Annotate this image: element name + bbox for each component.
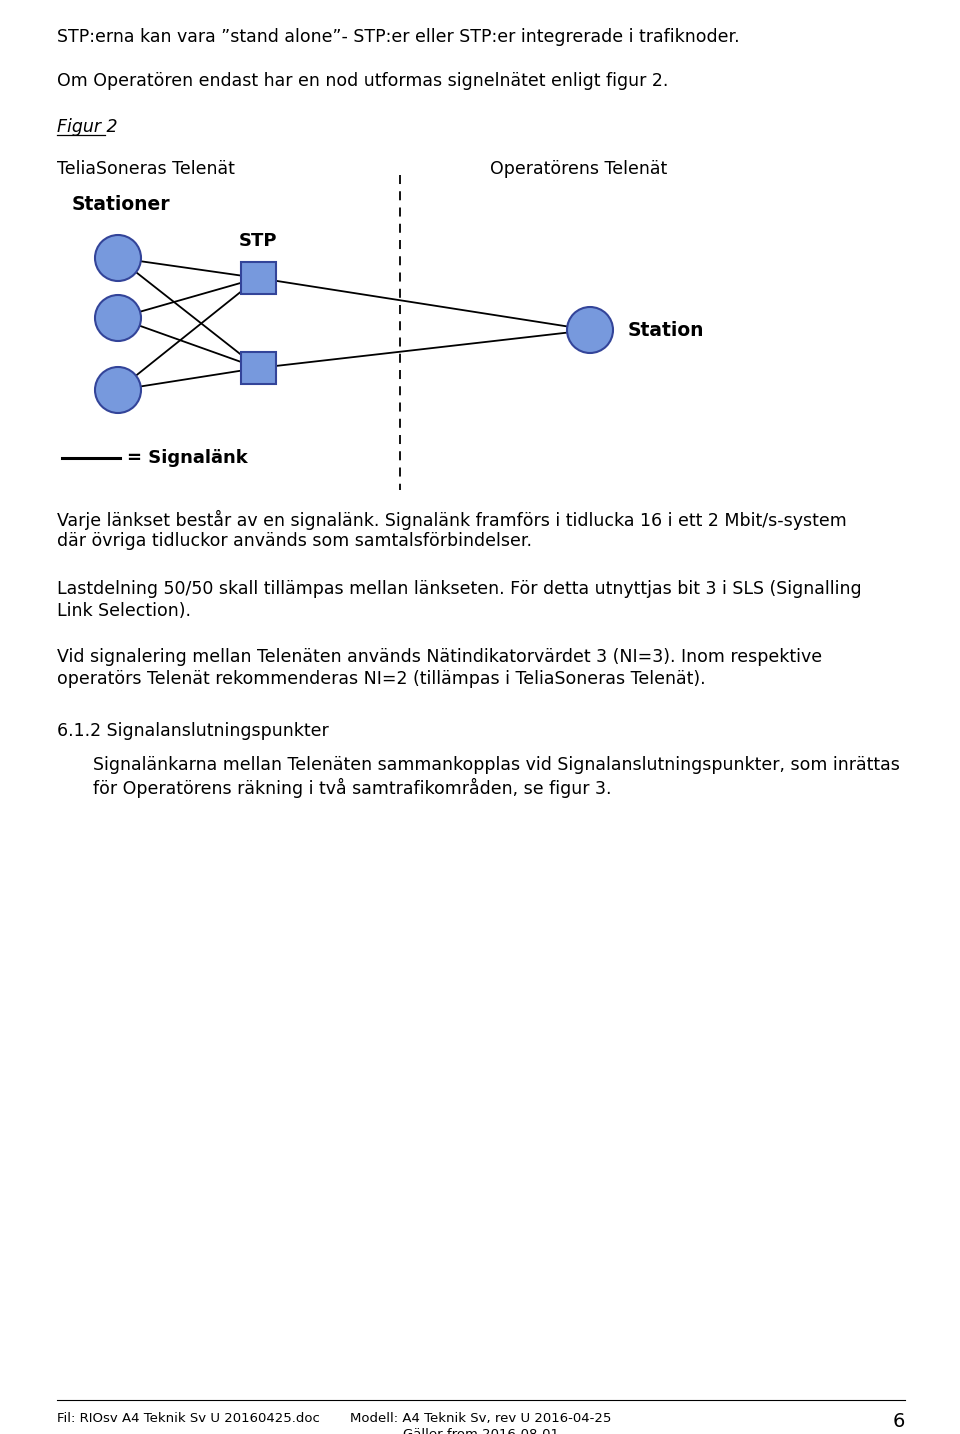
Text: Vid signalering mellan Telenäten används Nätindikatorvärdet 3 (NI=3). Inom respe: Vid signalering mellan Telenäten används… <box>57 648 822 665</box>
Circle shape <box>95 235 141 281</box>
Circle shape <box>95 295 141 341</box>
Text: STP:erna kan vara ”stand alone”- STP:er eller STP:er integrerade i trafiknoder.: STP:erna kan vara ”stand alone”- STP:er … <box>57 29 739 46</box>
Text: TeliaSoneras Telenät: TeliaSoneras Telenät <box>57 161 235 178</box>
Text: Gäller from 2016-08-01: Gäller from 2016-08-01 <box>403 1428 559 1434</box>
Text: = Signalänk: = Signalänk <box>127 449 248 467</box>
Text: STP: STP <box>239 232 277 250</box>
Text: Varje länkset består av en signalänk. Signalänk framförs i tidlucka 16 i ett 2 M: Varje länkset består av en signalänk. Si… <box>57 511 847 531</box>
Text: Fil: RIOsv A4 Teknik Sv U 20160425.doc: Fil: RIOsv A4 Teknik Sv U 20160425.doc <box>57 1412 320 1425</box>
Text: Operatörens Telenät: Operatörens Telenät <box>490 161 667 178</box>
Text: 6.1.2 Signalanslutningspunkter: 6.1.2 Signalanslutningspunkter <box>57 721 328 740</box>
Bar <box>241 351 276 384</box>
Text: Om Operatören endast har en nod utformas signelnätet enligt figur 2.: Om Operatören endast har en nod utformas… <box>57 72 668 90</box>
Text: Station: Station <box>628 321 705 340</box>
Bar <box>241 262 276 294</box>
Text: Lastdelning 50/50 skall tillämpas mellan länkseten. För detta utnyttjas bit 3 i : Lastdelning 50/50 skall tillämpas mellan… <box>57 579 862 598</box>
Text: 6: 6 <box>893 1412 905 1431</box>
Text: för Operatörens räkning i två samtrafikområden, se figur 3.: för Operatörens räkning i två samtrafiko… <box>93 779 612 799</box>
Text: operatörs Telenät rekommenderas NI=2 (tillämpas i TeliaSoneras Telenät).: operatörs Telenät rekommenderas NI=2 (ti… <box>57 670 706 688</box>
Text: Signalänkarna mellan Telenäten sammankopplas vid Signalanslutningspunkter, som i: Signalänkarna mellan Telenäten sammankop… <box>93 756 900 774</box>
Text: Figur 2: Figur 2 <box>57 118 117 136</box>
Circle shape <box>567 307 613 353</box>
Text: Stationer: Stationer <box>72 195 171 214</box>
Text: Modell: A4 Teknik Sv, rev U 2016-04-25: Modell: A4 Teknik Sv, rev U 2016-04-25 <box>350 1412 612 1425</box>
Text: där övriga tidluckor används som samtalsförbindelser.: där övriga tidluckor används som samtals… <box>57 532 532 551</box>
Text: Link Selection).: Link Selection). <box>57 602 191 619</box>
Circle shape <box>95 367 141 413</box>
